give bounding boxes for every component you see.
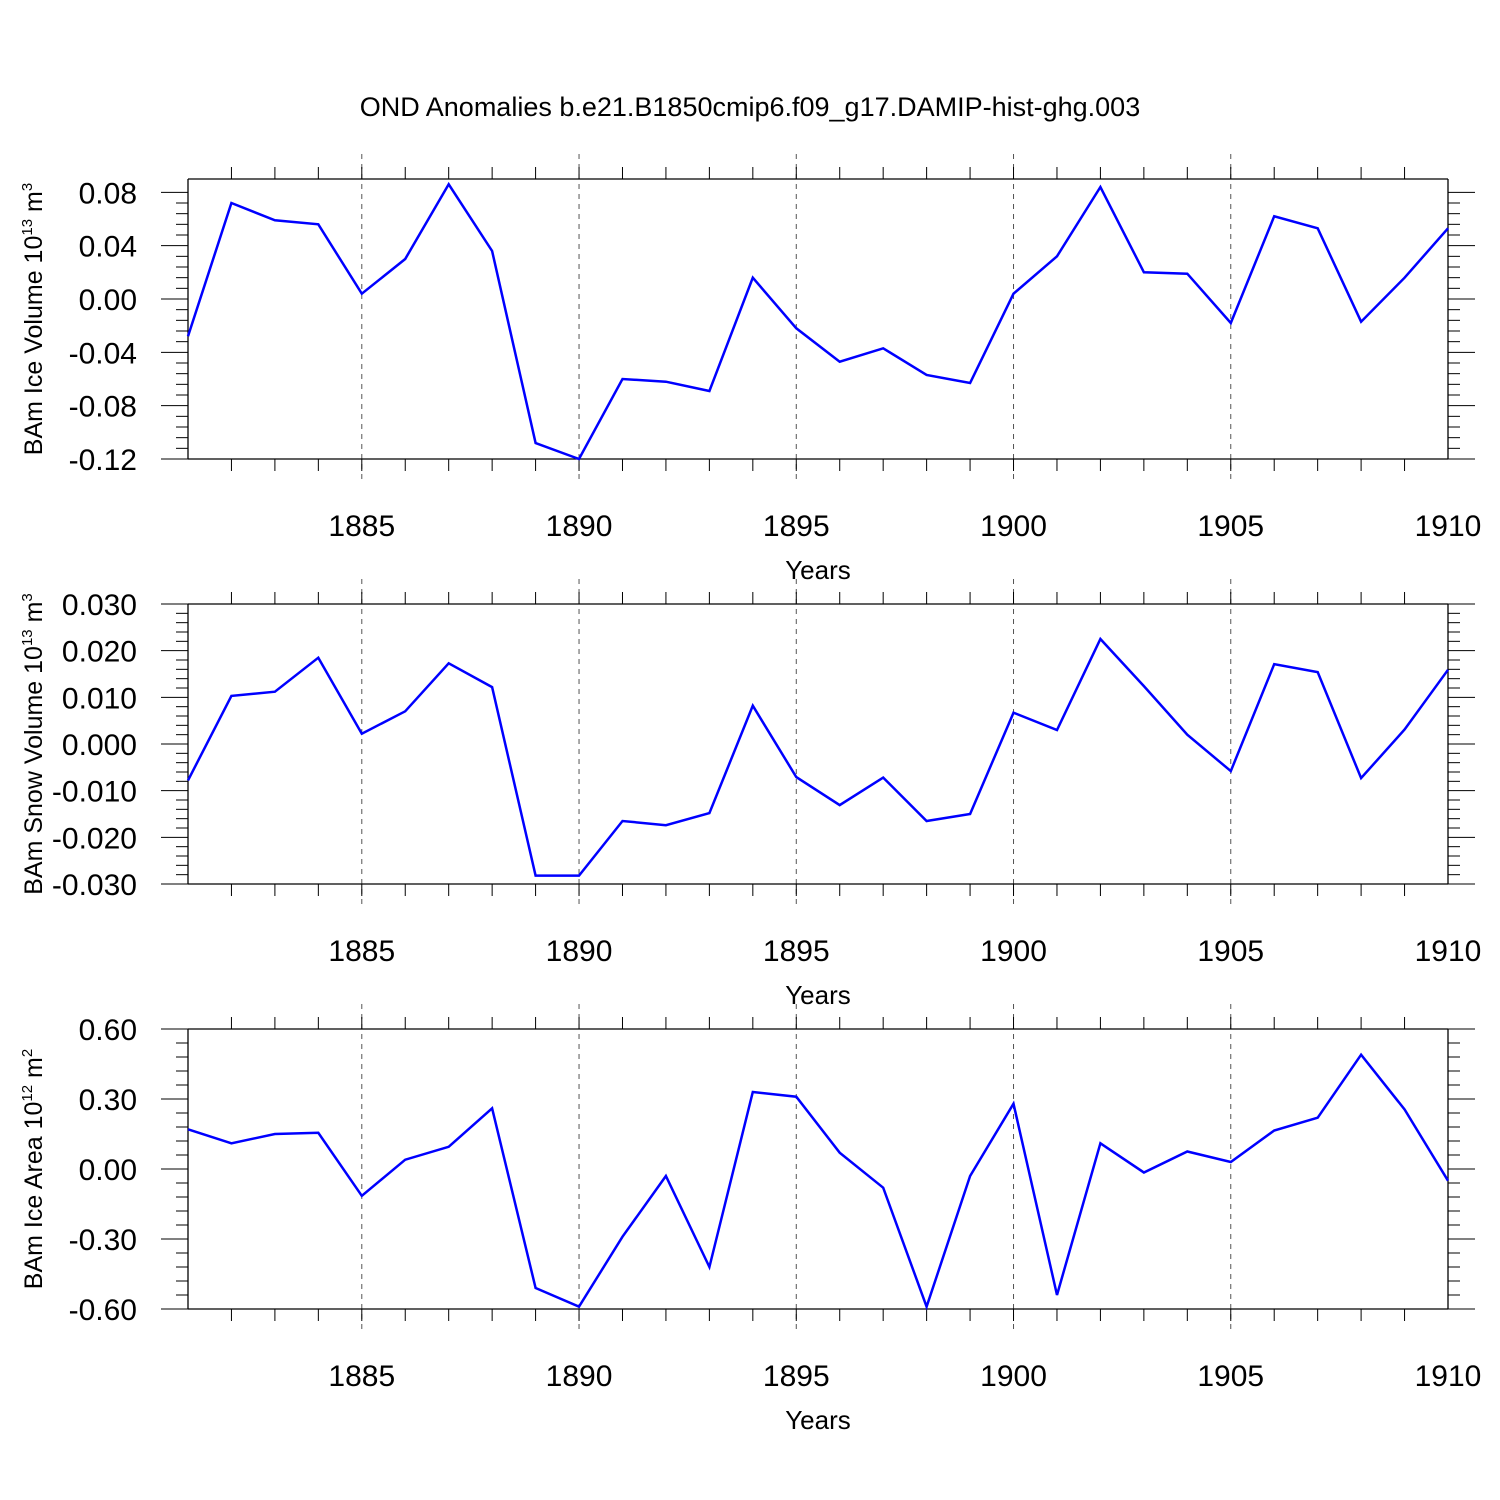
y-tick-label: -0.010 (52, 776, 137, 809)
chart-panel-2: 0.030 0.020 0.010 0.000 -0.010 -0.020 -0.030 18… (19, 579, 1481, 1010)
x-axis-label: Years (785, 555, 851, 585)
x-tick-label: 1900 (980, 935, 1047, 968)
x-tick-label: 1905 (1197, 510, 1264, 543)
y-tick-label: -0.12 (69, 444, 137, 477)
series-line (186, 181, 1449, 461)
chart-panels: 0.08 0.04 0.00 -0.04 -0.08 -0.12 1885 1890 1895 1… (19, 154, 1481, 1435)
y-tick-label: -0.04 (69, 337, 137, 370)
x-tick-label: 1910 (1415, 510, 1482, 543)
series-line (186, 636, 1450, 877)
chart-panel-1: 0.08 0.04 0.00 -0.04 -0.08 -0.12 1885 1890 1895 1… (19, 154, 1481, 585)
y-tick-label: 0.08 (79, 177, 137, 210)
y-tick-label: 0.00 (79, 284, 137, 317)
x-tick-label: 1895 (763, 1360, 830, 1393)
x-axis-label: Years (785, 980, 851, 1010)
x-tick-label: 1885 (328, 935, 395, 968)
x-tick-label: 1895 (763, 935, 830, 968)
x-tick-label: 1905 (1197, 1360, 1264, 1393)
x-tick-label: 1890 (546, 1360, 613, 1393)
y-axis-label: BAm Ice Volume 1013 m3 (19, 183, 48, 455)
chart-title: OND Anomalies b.e21.B1850cmip6.f09_g17.D… (360, 92, 1140, 122)
x-tick-label: 1890 (546, 510, 613, 543)
x-tick-label: 1890 (546, 935, 613, 968)
y-tick-label: 0.000 (62, 729, 137, 762)
y-tick-label: -0.60 (69, 1294, 137, 1327)
y-tick-label: -0.030 (52, 869, 137, 902)
x-tick-label: 1900 (980, 510, 1047, 543)
x-tick-label: 1885 (328, 1360, 395, 1393)
y-tick-label: -0.020 (52, 822, 137, 855)
x-tick-label: 1905 (1197, 935, 1264, 968)
chart-panel-3: 0.60 0.30 0.00 -0.30 -0.60 1885 1890 1895 1900 19… (19, 1004, 1481, 1435)
x-tick-label: 1895 (763, 510, 830, 543)
series-line (187, 1052, 1450, 1311)
x-tick-label: 1900 (980, 1360, 1047, 1393)
y-tick-label: -0.08 (69, 391, 137, 424)
x-tick-label: 1910 (1415, 935, 1482, 968)
y-tick-label: -0.30 (69, 1224, 137, 1257)
x-axis-label: Years (785, 1405, 851, 1435)
y-tick-label: 0.010 (62, 682, 137, 715)
y-axis-label: BAm Ice Area 1012 m2 (19, 1049, 48, 1289)
y-tick-label: 0.020 (62, 636, 137, 669)
y-tick-label: 0.00 (79, 1154, 137, 1187)
y-tick-label: 0.04 (79, 231, 137, 264)
y-tick-label: 0.60 (79, 1014, 137, 1047)
y-axis-label: BAm Snow Volume 1013 m3 (19, 593, 48, 895)
x-tick-label: 1910 (1415, 1360, 1482, 1393)
y-tick-label: 0.030 (62, 589, 137, 622)
y-tick-label: 0.30 (79, 1084, 137, 1117)
x-tick-label: 1885 (328, 510, 395, 543)
